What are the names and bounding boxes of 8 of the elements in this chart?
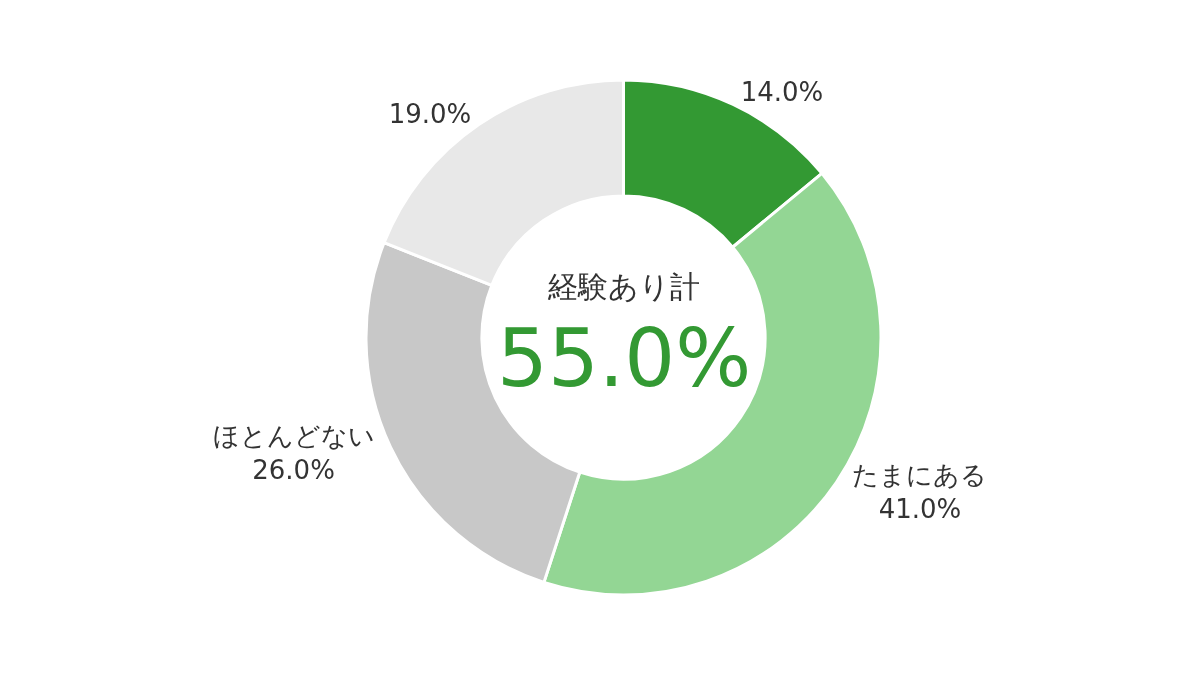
- data-label: 26.0%: [252, 454, 335, 485]
- slice-label: たまにある: [852, 460, 988, 491]
- slice-label: ほとんどない: [212, 421, 375, 452]
- data-label: 14.0%: [740, 77, 824, 108]
- data-label: 41.0%: [878, 494, 962, 525]
- text: 55.0%: [497, 312, 752, 405]
- text: 経験あり計: [547, 269, 700, 304]
- data-label: 19.0%: [388, 99, 472, 130]
